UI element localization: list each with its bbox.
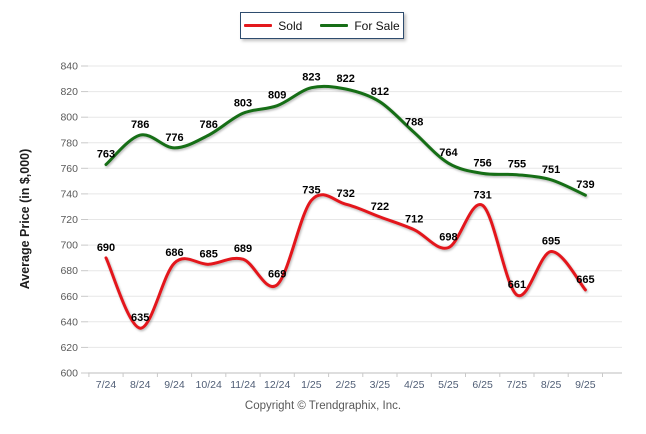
data-label-sold: 731: [473, 189, 491, 201]
x-tick-label: 9/24: [164, 379, 185, 391]
data-label-sold: 661: [508, 279, 526, 291]
data-label-sold: 685: [200, 248, 218, 260]
x-tick-label: 3/25: [370, 379, 391, 391]
x-tick-label: 4/25: [404, 379, 425, 391]
data-label-for-sale: 786: [200, 119, 218, 131]
data-label-for-sale: 739: [576, 179, 594, 191]
y-tick-label: 700: [60, 240, 78, 252]
data-label-sold: 695: [542, 236, 560, 248]
data-label-for-sale: 823: [302, 72, 320, 84]
y-tick-label: 780: [60, 137, 78, 149]
x-tick-label: 8/24: [130, 379, 151, 391]
y-tick-label: 640: [60, 316, 78, 328]
data-label-sold: 665: [576, 274, 594, 286]
x-tick-label: 2/25: [335, 379, 356, 391]
data-label-for-sale: 776: [165, 132, 183, 144]
x-tick-label: 1/25: [301, 379, 322, 391]
series-line-sold: [104, 193, 587, 330]
series-line-for-sale: [104, 84, 587, 197]
y-tick-label: 840: [60, 61, 78, 73]
legend-item-sold[interactable]: Sold: [244, 20, 302, 32]
x-tick-label: 11/24: [230, 379, 256, 391]
for-sale-line-swatch: [320, 24, 349, 27]
sold-line-swatch: [244, 24, 273, 27]
y-tick-label: 660: [60, 291, 78, 303]
legend-item-for-sale[interactable]: For Sale: [320, 18, 400, 33]
data-label-for-sale: 756: [473, 157, 491, 169]
y-tick-label: 600: [60, 368, 78, 380]
data-label-for-sale: 788: [405, 117, 423, 129]
x-tick-label: 10/24: [196, 379, 222, 391]
data-label-for-sale: 809: [268, 90, 286, 102]
data-label-sold: 669: [268, 269, 286, 281]
y-tick-label: 680: [60, 265, 78, 277]
data-label-sold: 698: [439, 232, 457, 244]
y-tick-label: 760: [60, 163, 78, 175]
y-tick-label: 720: [60, 214, 78, 226]
copyright-text: Copyright © Trendgraphix, Inc.: [244, 400, 402, 412]
data-label-sold: 686: [165, 247, 183, 259]
y-tick-label: 740: [60, 188, 78, 200]
data-label-for-sale: 764: [439, 147, 458, 159]
x-tick-label: 8/25: [541, 379, 562, 391]
data-label-for-sale: 803: [234, 97, 252, 109]
data-label-for-sale: 751: [542, 164, 560, 176]
x-tick-label: 9/25: [575, 379, 596, 391]
x-tick-label: 6/25: [472, 379, 493, 391]
data-label-sold: 722: [371, 201, 389, 213]
legend-label-for-sale: For Sale: [354, 18, 400, 33]
data-label-for-sale: 755: [508, 159, 526, 171]
y-tick-label: 800: [60, 112, 78, 124]
data-label-sold: 732: [337, 188, 355, 200]
x-tick-label: 12/24: [264, 379, 290, 391]
data-label-sold: 635: [131, 312, 149, 324]
x-tick-label: 7/24: [96, 379, 117, 391]
data-label-sold: 690: [97, 242, 115, 254]
data-label-for-sale: 822: [337, 73, 355, 85]
data-label-sold: 735: [302, 184, 320, 196]
legend-label-sold: Sold: [278, 18, 303, 33]
data-label-sold: 689: [234, 243, 252, 255]
data-label-for-sale: 812: [371, 86, 389, 98]
y-tick-label: 820: [60, 86, 78, 98]
data-label-for-sale: 786: [131, 119, 149, 131]
legend: Sold For Sale: [240, 12, 404, 39]
x-tick-label: 7/25: [507, 379, 528, 391]
data-label-sold: 712: [405, 214, 423, 226]
y-tick-label: 620: [60, 342, 78, 354]
data-label-for-sale: 763: [97, 149, 115, 161]
x-tick-label: 5/25: [438, 379, 459, 391]
